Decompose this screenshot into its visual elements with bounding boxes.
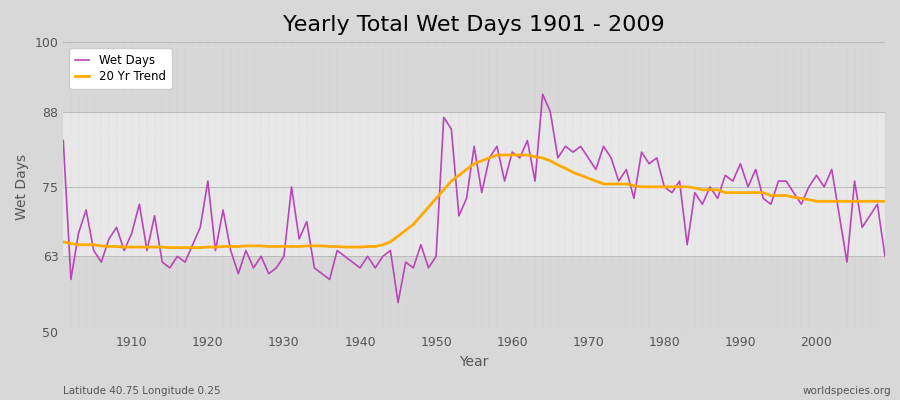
20 Yr Trend: [58, 240, 68, 244]
Line: Wet Days: Wet Days: [63, 94, 885, 303]
Text: worldspecies.org: worldspecies.org: [803, 386, 891, 396]
Line: 20 Yr Trend: 20 Yr Trend: [63, 155, 885, 248]
Bar: [63, 112, 885, 256]
20 Yr Trend: [491, 153, 502, 158]
Wet Days: [392, 300, 403, 305]
Wet Days: [613, 179, 624, 184]
Wet Days: [286, 184, 297, 189]
20 Yr Trend: [522, 153, 533, 158]
Wet Days: [58, 138, 68, 143]
Wet Days: [879, 254, 890, 259]
20 Yr Trend: [613, 182, 624, 186]
Y-axis label: Wet Days: Wet Days: [15, 154, 29, 220]
20 Yr Trend: [119, 245, 130, 250]
Title: Yearly Total Wet Days 1901 - 2009: Yearly Total Wet Days 1901 - 2009: [284, 15, 665, 35]
20 Yr Trend: [165, 245, 176, 250]
Wet Days: [515, 156, 526, 160]
Wet Days: [537, 92, 548, 97]
X-axis label: Year: Year: [460, 355, 489, 369]
Text: Latitude 40.75 Longitude 0.25: Latitude 40.75 Longitude 0.25: [63, 386, 220, 396]
20 Yr Trend: [293, 244, 304, 249]
Wet Days: [119, 248, 130, 253]
Legend: Wet Days, 20 Yr Trend: Wet Days, 20 Yr Trend: [69, 48, 172, 89]
20 Yr Trend: [879, 199, 890, 204]
20 Yr Trend: [515, 153, 526, 158]
Wet Days: [332, 248, 343, 253]
Wet Days: [507, 150, 517, 154]
20 Yr Trend: [339, 245, 350, 250]
